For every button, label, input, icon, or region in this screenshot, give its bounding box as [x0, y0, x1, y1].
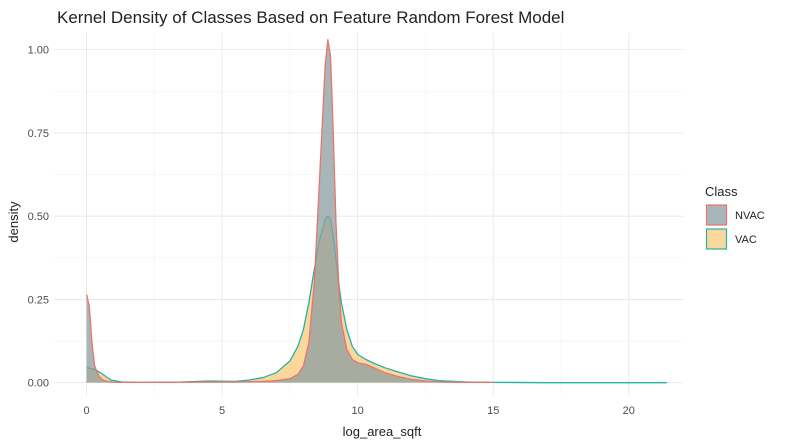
x-tick-label: 0 — [83, 405, 89, 417]
chart-title: Kernel Density of Classes Based on Featu… — [57, 8, 564, 27]
legend-label-nvac: NVAC — [735, 210, 765, 222]
legend-label-vac: VAC — [735, 234, 757, 246]
y-axis-title: density — [6, 201, 21, 243]
x-axis-title: log_area_sqft — [343, 424, 422, 439]
grid — [54, 33, 683, 396]
legend: Class NVAC VAC — [705, 184, 765, 250]
x-tick-label: 10 — [352, 405, 364, 417]
y-tick-label: 0.75 — [28, 128, 49, 140]
y-tick-label: 0.25 — [28, 294, 49, 306]
y-tick-label: 0.00 — [28, 378, 49, 390]
series-layer — [85, 39, 667, 384]
legend-items: NVAC VAC — [705, 204, 765, 250]
legend-key-vac — [705, 228, 728, 250]
x-tick-label: 15 — [487, 405, 499, 417]
legend-title: Class — [705, 184, 738, 199]
y-tick-label: 0.50 — [28, 211, 49, 223]
x-tick-label: 20 — [623, 405, 635, 417]
y-tick-label: 1.00 — [28, 45, 49, 57]
tick-labels: 0 5 10 15 20 0.00 0.25 0.50 0.75 1.00 — [28, 45, 635, 417]
density-line-nvac — [85, 39, 494, 383]
legend-key-nvac — [705, 204, 728, 226]
x-tick-label: 5 — [219, 405, 225, 417]
